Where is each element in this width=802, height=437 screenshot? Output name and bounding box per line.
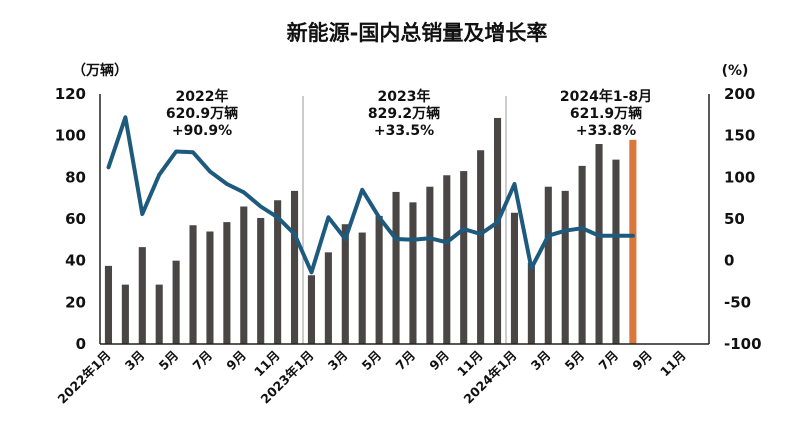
annotation-3-line-1: 2024年1-8月 [560, 88, 652, 105]
x-tick-10: 7月 [392, 348, 418, 374]
x-tick-16: 7月 [595, 348, 621, 374]
bar-month-22 [460, 171, 468, 344]
bar-month-19 [409, 202, 417, 344]
bar-month-29 [578, 165, 586, 344]
x-tick-5: 9月 [223, 348, 249, 374]
x-tick-11: 9月 [426, 348, 452, 374]
bar-month-7 [206, 231, 214, 344]
left-tick-80: 80 [65, 168, 86, 186]
annotation-2-line-3: +33.5% [374, 123, 434, 139]
annotation-2-line-1: 2023年 [378, 88, 431, 105]
bar-month-16 [358, 232, 366, 344]
left-tick-60: 60 [65, 210, 86, 228]
annotation-1-line-3: +90.9% [172, 123, 232, 139]
left-tick-20: 20 [65, 293, 86, 311]
bar-month-14 [324, 252, 332, 344]
chart-title: 新能源-国内总销量及增长率 [287, 21, 548, 45]
bar-month-3 [138, 247, 146, 344]
right-tick-50: 50 [724, 210, 745, 228]
right-tick-150: 150 [724, 127, 755, 145]
annotation-3-line-3: +33.8% [576, 123, 636, 139]
x-tick-18: 11月 [657, 348, 689, 380]
x-tick-8: 3月 [325, 348, 351, 374]
right-tick--100: -100 [724, 335, 762, 353]
annotation-1-line-1: 2022年 [176, 88, 229, 105]
right-tick-100: 100 [724, 168, 755, 186]
bar-month-30 [595, 144, 603, 344]
bar-month-2 [121, 284, 129, 344]
bar-month-28 [561, 190, 569, 344]
bar-month-13 [307, 275, 316, 344]
right-tick--50: -50 [724, 293, 751, 311]
bar-month-9 [240, 206, 248, 344]
bar-month-20 [426, 186, 434, 344]
bar-month-31 [612, 159, 620, 344]
bar-month-17 [375, 215, 383, 344]
left-tick-120: 120 [55, 85, 86, 103]
bar-month-5 [172, 260, 180, 344]
bar-month-15 [341, 224, 349, 344]
year-dividers [302, 96, 507, 344]
annotation-1-line-2: 620.9万辆 [166, 105, 238, 122]
bar-series [104, 117, 637, 344]
x-tick-15: 5月 [562, 348, 588, 374]
x-tick-3: 5月 [156, 348, 182, 374]
bar-month-6 [189, 225, 197, 344]
bar-month-1 [104, 265, 113, 344]
bar-month-4 [155, 284, 163, 344]
bar-month-10 [257, 217, 265, 344]
right-axis-unit: (%) [722, 63, 749, 79]
right-tick-0: 0 [724, 252, 734, 270]
annotation-3-line-2: 621.9万辆 [570, 105, 642, 122]
bar-month-11 [274, 200, 282, 344]
bar-month-12 [290, 190, 299, 344]
right-tick-labels: -100 -50 0 50 100 150 200 [724, 85, 762, 353]
annotation-2-line-2: 829.2万辆 [368, 105, 440, 122]
bar-month-8 [223, 222, 231, 344]
x-tick-17: 9月 [629, 348, 655, 374]
bar-month-32 [629, 139, 637, 344]
left-tick-100: 100 [55, 127, 86, 145]
x-tick-9: 5月 [359, 348, 385, 374]
x-tick-14: 3月 [528, 348, 554, 374]
bar-month-26 [527, 262, 535, 344]
right-tick-200: 200 [724, 85, 755, 103]
left-axis-unit: （万辆） [72, 62, 128, 79]
x-tick-2: 3月 [122, 348, 148, 374]
left-tick-labels: 0 20 40 60 80 100 120 [55, 85, 86, 353]
x-tick-1: 2022年1月 [55, 348, 114, 407]
bar-month-23 [477, 150, 485, 344]
bar-month-27 [544, 186, 552, 344]
left-tick-0: 0 [76, 335, 86, 353]
bar-month-24 [493, 117, 502, 344]
bar-month-21 [443, 175, 451, 344]
bar-month-25 [510, 212, 519, 344]
x-tick-4: 7月 [189, 348, 215, 374]
growth-rate-line [106, 115, 635, 275]
left-tick-40: 40 [65, 252, 86, 270]
bar-month-18 [392, 191, 400, 344]
